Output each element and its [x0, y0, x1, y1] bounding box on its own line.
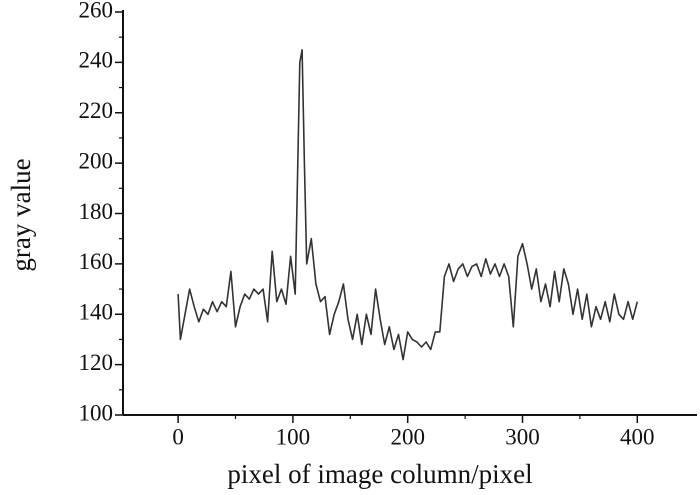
y-tick-label: 180: [79, 199, 114, 224]
y-tick-label: 200: [79, 148, 114, 173]
x-tick-label: 300: [505, 424, 540, 449]
data-line: [177, 48, 639, 361]
y-axis-label: gray value: [6, 158, 36, 271]
y-tick-label: 160: [79, 249, 114, 274]
x-tick-label: 200: [390, 424, 425, 449]
x-tick-label: 0: [172, 424, 184, 449]
y-tick-label: 140: [79, 300, 114, 325]
y-tick-label: 120: [79, 350, 114, 375]
y-tick-label: 220: [79, 98, 114, 123]
y-tick-label: 240: [79, 48, 114, 73]
y-tick-label: 100: [79, 400, 114, 425]
x-tick-label: 400: [620, 424, 655, 449]
y-tick-label: 260: [79, 0, 114, 22]
x-tick-label: 100: [276, 424, 311, 449]
x-axis-label: pixel of image column/pixel: [227, 459, 532, 489]
